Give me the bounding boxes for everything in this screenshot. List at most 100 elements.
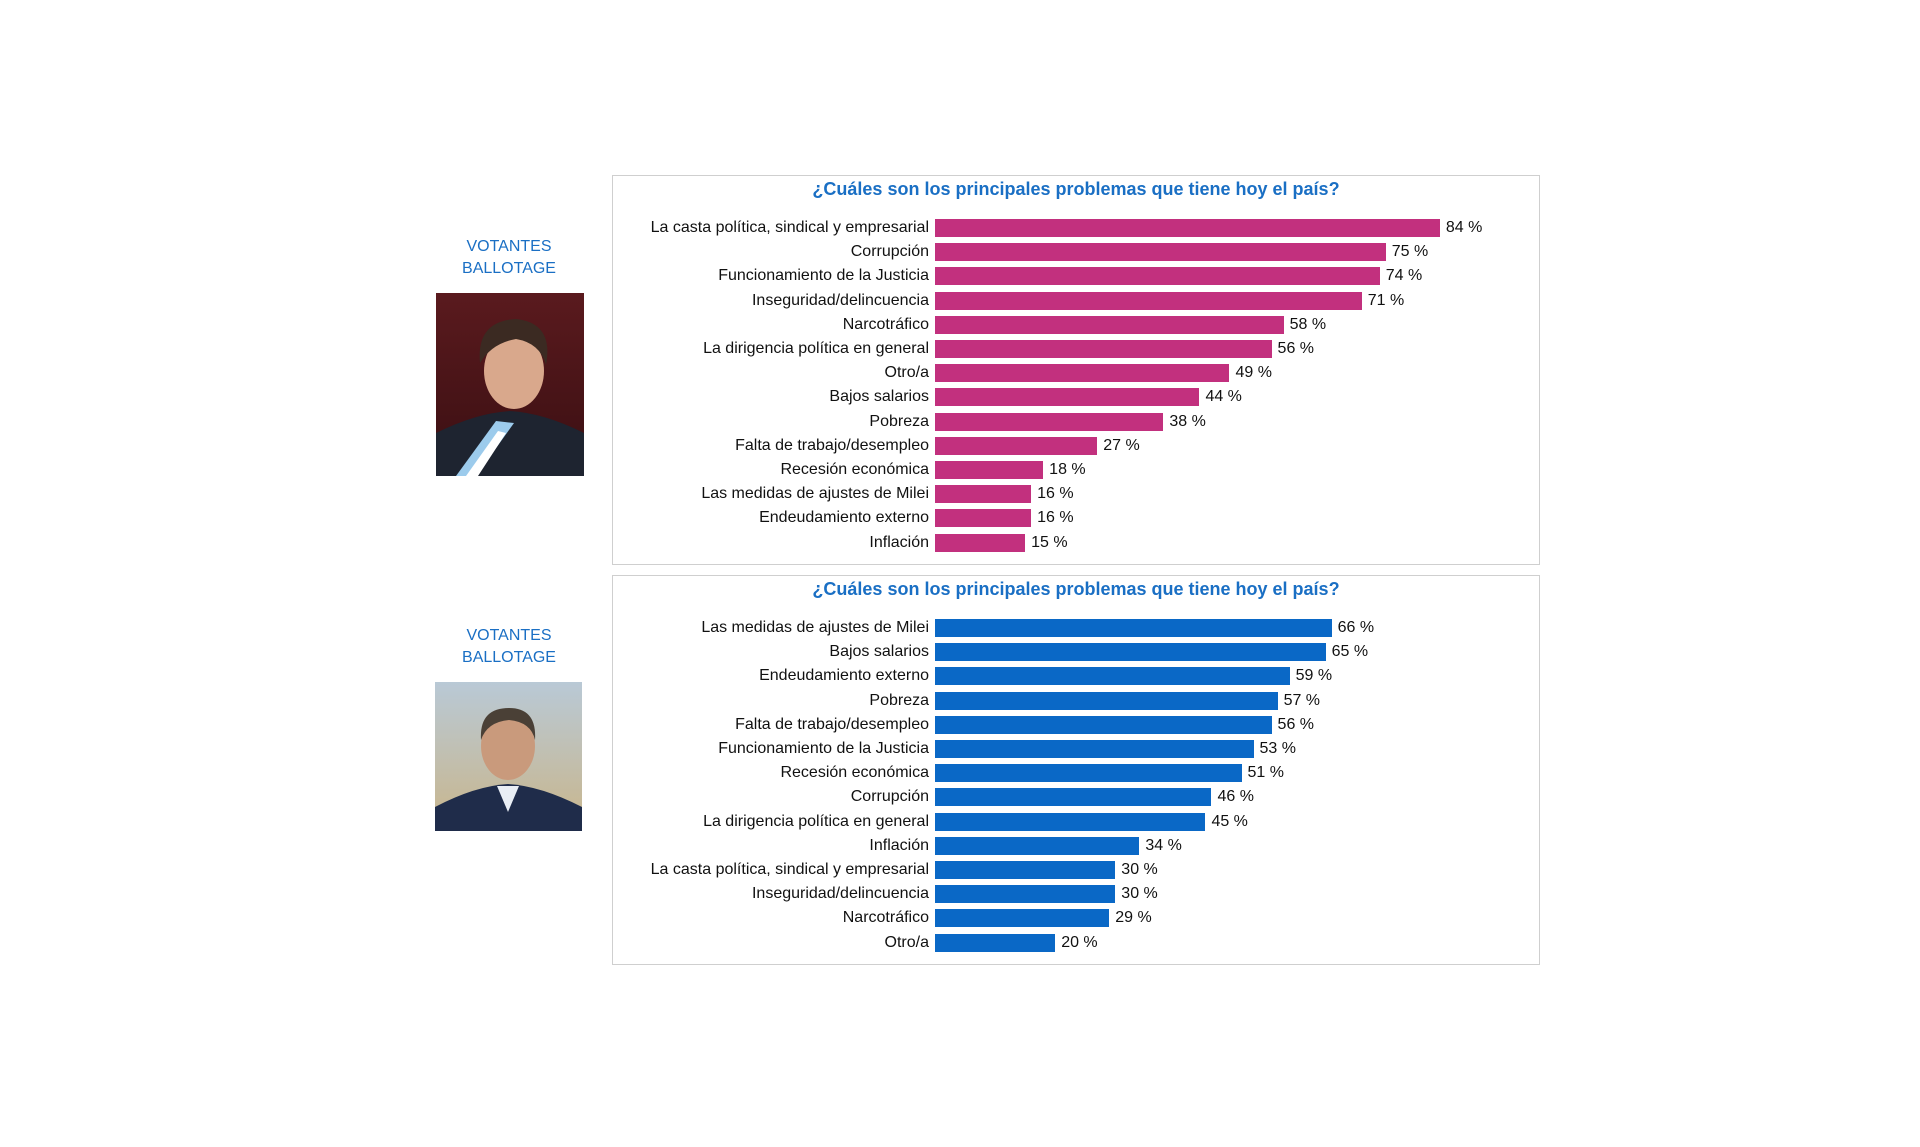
bar-row: Inseguridad/delincuencia 71 %: [613, 291, 1539, 311]
bar: [935, 836, 1140, 855]
bar-row: Otro/a 20 %: [613, 933, 1539, 953]
bar: [935, 619, 1332, 637]
bar: [935, 364, 1230, 383]
bar-row: Recesión económica 51 %: [613, 763, 1539, 783]
value-label: 58 %: [1289, 315, 1327, 333]
category-label: Funcionamiento de la Justicia: [718, 740, 929, 757]
bar: [935, 533, 1026, 552]
bar: [935, 267, 1380, 286]
bar: [935, 691, 1278, 710]
bar: [935, 715, 1272, 734]
value-label: 46 %: [1217, 788, 1254, 806]
category-label: Bajos salarios: [829, 643, 929, 661]
value-label: 34 %: [1145, 836, 1182, 854]
bar: [935, 909, 1110, 928]
category-label: La casta política, sindical y empresaria…: [650, 861, 929, 878]
side-label-line: VOTANTES: [466, 238, 552, 255]
bar: [935, 788, 1212, 807]
value-label: 49 %: [1235, 364, 1272, 382]
category-label: Las medidas de ajustes de Milei: [701, 485, 929, 503]
bar-row: La dirigencia política en general 56 %: [613, 339, 1539, 359]
bar-row: La dirigencia política en general 45 %: [613, 812, 1539, 832]
value-label: 53 %: [1259, 740, 1296, 757]
bar-row: Bajos salarios 65 %: [613, 642, 1539, 662]
bar: [935, 861, 1116, 879]
value-label: 38 %: [1169, 412, 1206, 430]
bar: [935, 315, 1284, 334]
category-label: Inseguridad/delincuencia: [751, 885, 929, 903]
category-label: Pobreza: [869, 691, 929, 709]
bar-row: La casta política, sindical y empresaria…: [613, 218, 1539, 238]
category-label: Falta de trabajo/desempleo: [735, 436, 929, 454]
value-label: 74 %: [1385, 267, 1423, 285]
bar-row: Pobreza 38 %: [613, 412, 1539, 432]
bar-row: Otro/a 49 %: [613, 363, 1539, 383]
candidate-photo-2: [435, 682, 582, 831]
bar: [935, 764, 1242, 783]
category-label: Funcionamiento de la Justicia: [718, 267, 929, 285]
value-label: 29 %: [1115, 909, 1152, 927]
bar-row: Las medidas de ajustes de Milei 16 %: [613, 484, 1539, 504]
value-label: 45 %: [1211, 812, 1248, 830]
category-label: Las medidas de ajustes de Milei: [701, 619, 929, 636]
bar: [935, 485, 1032, 504]
side-label-1: VOTANTES BALLOTAGE: [429, 236, 589, 280]
category-label: Bajos salarios: [829, 388, 929, 406]
bar: [935, 643, 1326, 662]
bar: [935, 219, 1440, 237]
value-label: 30 %: [1121, 885, 1158, 903]
category-label: Endeudamiento externo: [759, 667, 929, 685]
value-label: 66 %: [1337, 619, 1375, 636]
category-label: La casta política, sindical y empresaria…: [650, 219, 929, 236]
bar-row: Pobreza 57 %: [613, 691, 1539, 711]
value-label: 16 %: [1037, 485, 1074, 503]
bar: [935, 388, 1200, 407]
bar: [935, 436, 1098, 455]
bar-row: Bajos salarios 44 %: [613, 387, 1539, 407]
bar: [935, 933, 1056, 952]
bar: [935, 509, 1032, 528]
bar-row: Falta de trabajo/desempleo 27 %: [613, 436, 1539, 456]
category-label: Otro/a: [884, 364, 929, 382]
value-label: 44 %: [1205, 388, 1242, 406]
bar: [935, 461, 1044, 479]
bar-row: Endeudamiento externo 16 %: [613, 508, 1539, 528]
category-label: Inflación: [869, 836, 929, 854]
category-label: Falta de trabajo/desempleo: [735, 715, 929, 733]
bar-row: Narcotráfico 29 %: [613, 908, 1539, 928]
side-label-2: VOTANTES BALLOTAGE: [429, 625, 589, 669]
value-label: 20 %: [1061, 933, 1098, 951]
bar-row: Inseguridad/delincuencia 30 %: [613, 884, 1539, 904]
bar: [935, 740, 1254, 758]
chart-title: ¿Cuáles son los principales problemas qu…: [812, 579, 1340, 599]
value-label: 57 %: [1283, 691, 1321, 709]
category-label: La dirigencia política en general: [703, 340, 929, 357]
value-label: 59 %: [1295, 667, 1333, 685]
side-label-line: BALLOTAGE: [462, 649, 556, 666]
bar-row: La casta política, sindical y empresaria…: [613, 860, 1539, 880]
portrait-image-icon: [436, 319, 584, 476]
value-label: 56 %: [1277, 715, 1315, 733]
bar-row: Corrupción 46 %: [613, 787, 1539, 807]
category-label: Inflación: [869, 533, 929, 551]
bar: [935, 885, 1116, 904]
bar-row: Funcionamiento de la Justicia 74 %: [613, 266, 1539, 286]
bar-row: Endeudamiento externo 59 %: [613, 666, 1539, 686]
value-label: 15 %: [1031, 533, 1068, 551]
bar-row: Falta de trabajo/desempleo 56 %: [613, 715, 1539, 735]
portrait-image-icon: [435, 708, 582, 831]
bar: [935, 412, 1164, 431]
chart-title: ¿Cuáles son los principales problemas qu…: [812, 179, 1340, 199]
bar: [935, 291, 1362, 310]
value-label: 75 %: [1391, 243, 1429, 261]
side-label-line: VOTANTES: [466, 627, 552, 644]
side-label-line: BALLOTAGE: [462, 260, 556, 277]
category-label: Recesión económica: [780, 461, 929, 478]
value-label: 27 %: [1103, 436, 1140, 454]
bar-row: Corrupción 75 %: [613, 242, 1539, 262]
bar-row: Narcotráfico 58 %: [613, 315, 1539, 335]
category-label: Pobreza: [869, 412, 929, 430]
category-label: Narcotráfico: [842, 315, 929, 333]
candidate-photo-1: [436, 293, 584, 476]
bar: [935, 243, 1386, 262]
